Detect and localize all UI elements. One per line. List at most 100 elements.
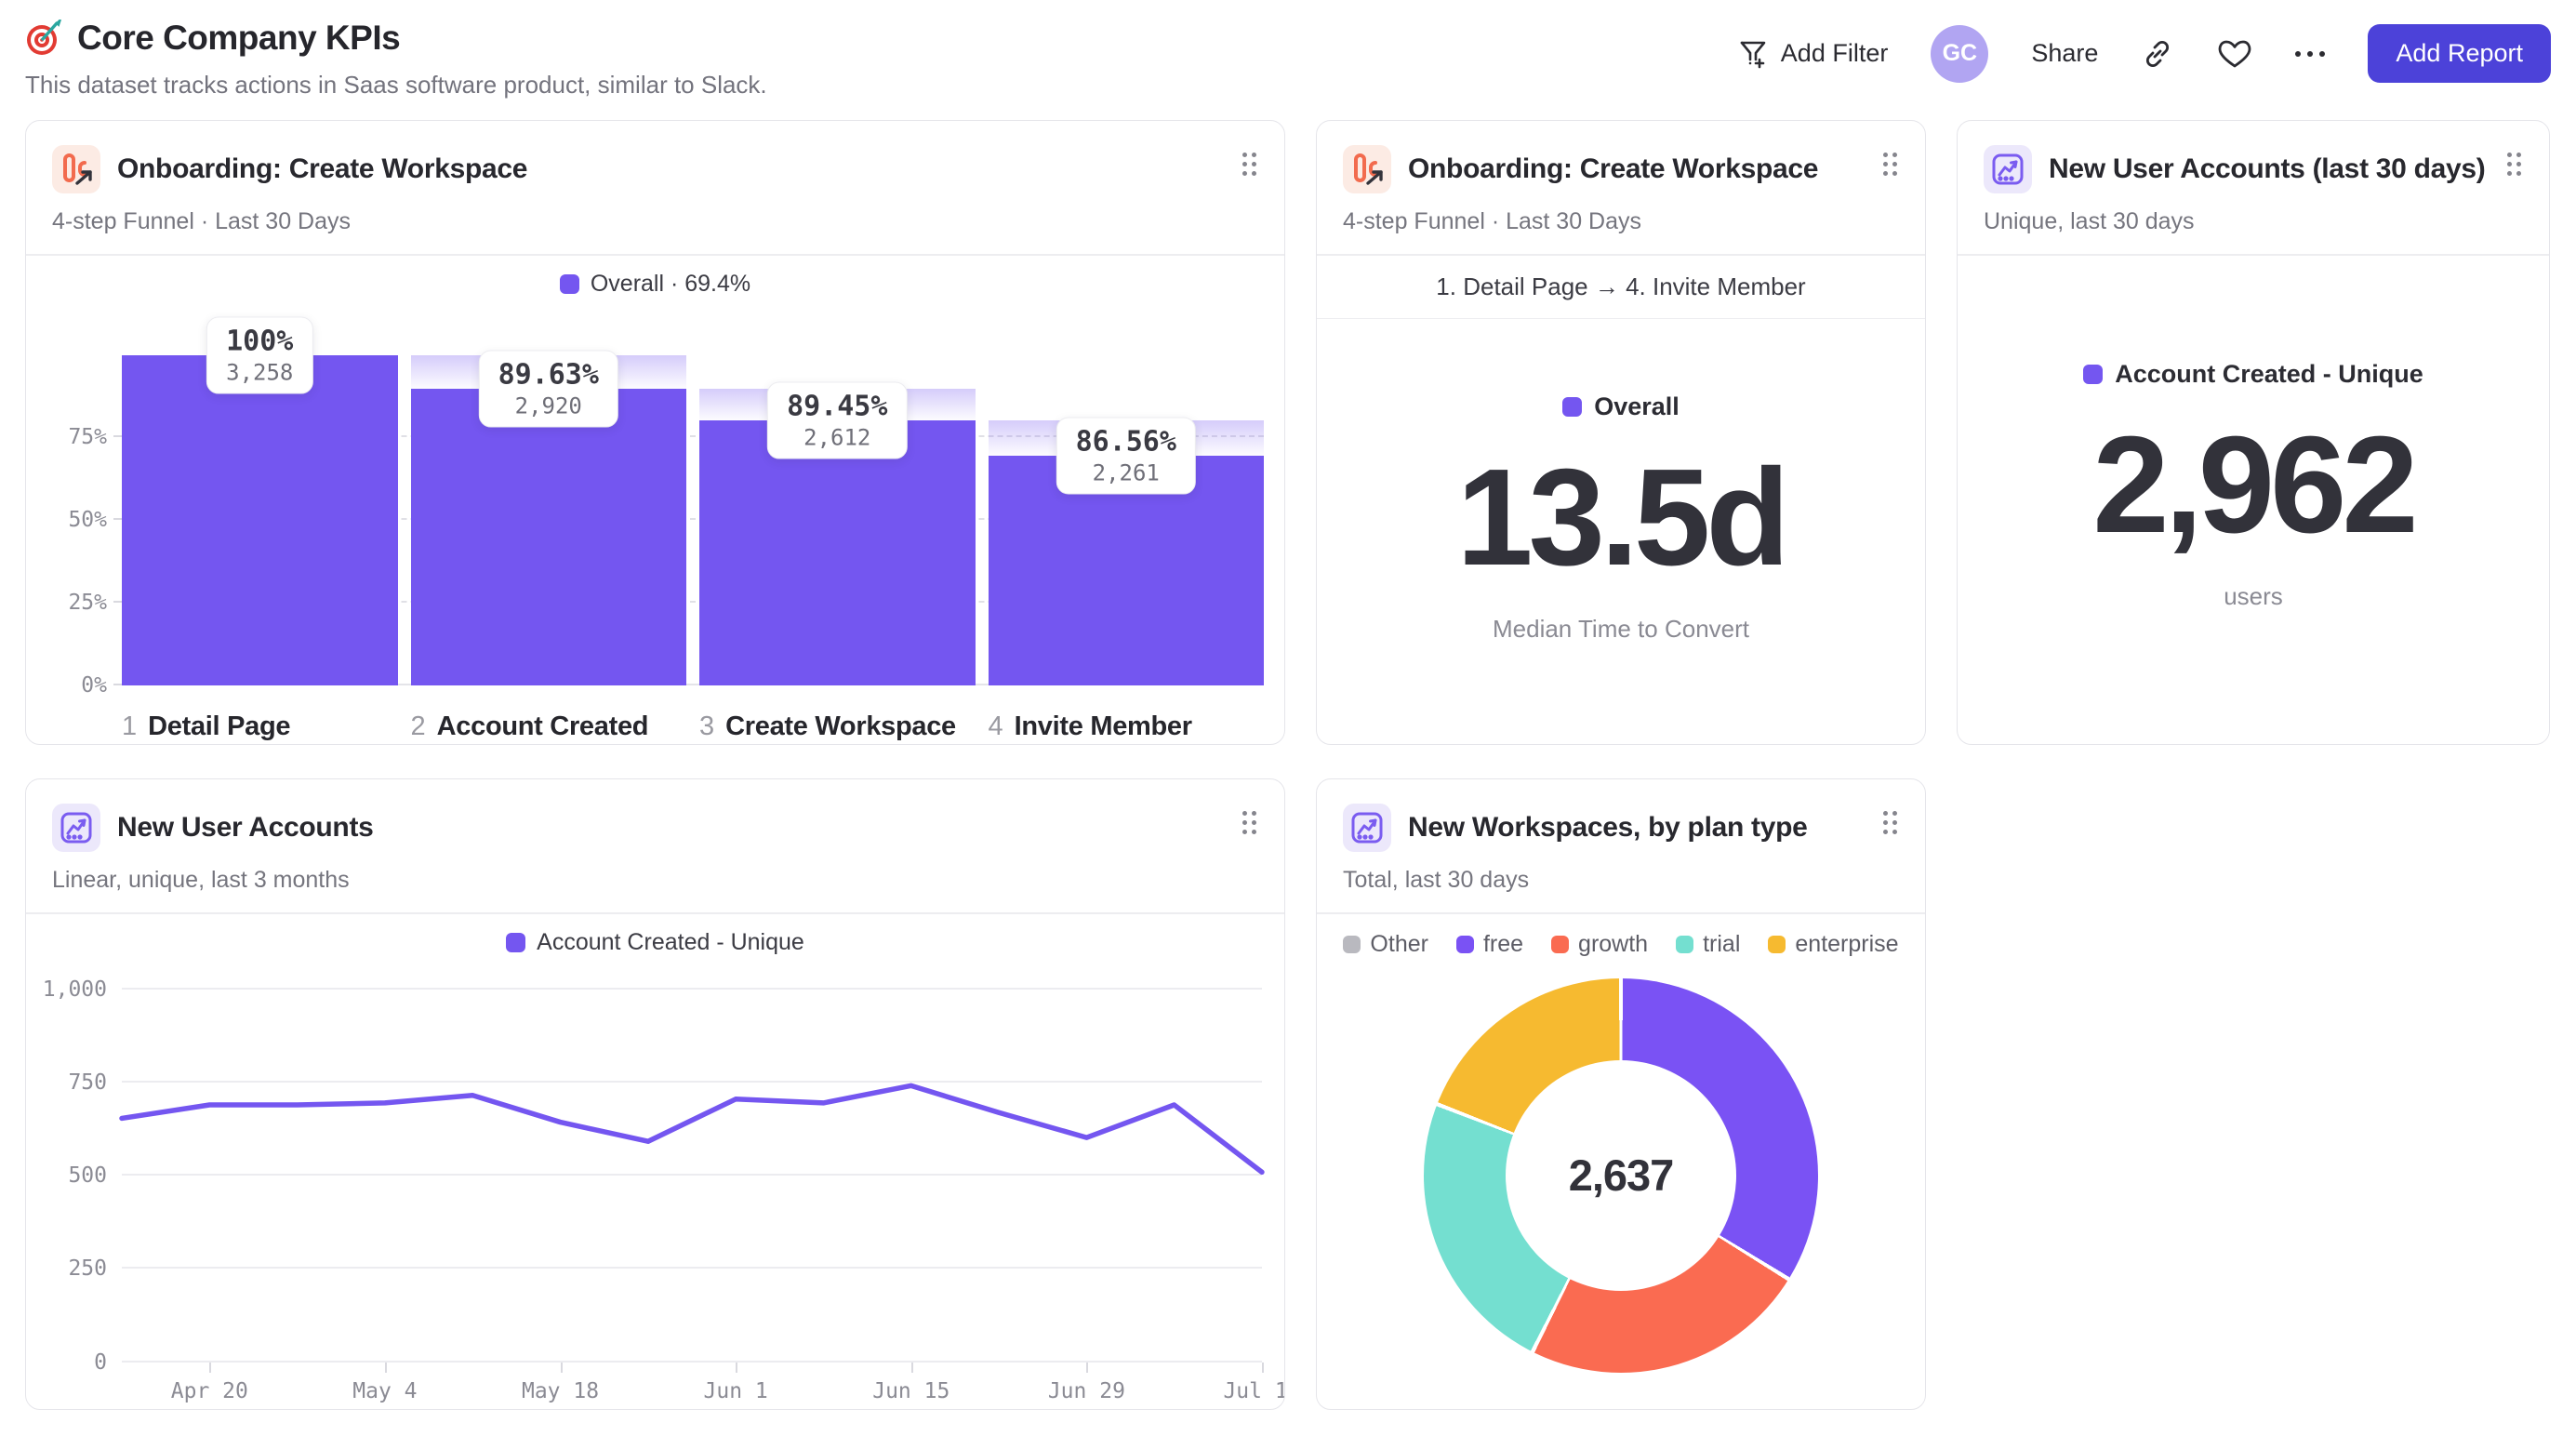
line-gridline — [122, 1080, 1262, 1083]
line-x-axis-label: Jul 13 — [1223, 1378, 1284, 1403]
donut-legend-item[interactable]: growth — [1551, 931, 1648, 958]
line-gridline — [122, 1360, 1262, 1363]
line-x-tick — [560, 1362, 563, 1373]
link-icon — [2141, 37, 2174, 71]
divider — [1317, 254, 1925, 256]
funnel-bar[interactable] — [699, 419, 976, 685]
legend-swatch — [2083, 365, 2104, 385]
funnel-bar-column[interactable]: 89.45% 2,612 — [699, 355, 976, 685]
line-chart[interactable]: 0 250 500 750 1,000 — [43, 977, 1265, 1375]
line-legend[interactable]: Account Created - Unique — [26, 914, 1284, 956]
share-label: Share — [2031, 39, 2099, 67]
funnel-value-label: 86.56% 2,261 — [1056, 417, 1196, 495]
card-title: Onboarding: Create Workspace — [1408, 153, 1819, 184]
funnel-chart[interactable]: 0% 25% 50% 75% 100% 3,258 89.63% 2,920 89.45% 2,6… — [68, 316, 1264, 698]
add-filter-label: Add Filter — [1780, 39, 1889, 67]
legend-label: Other — [1370, 930, 1428, 957]
donut-legend-item[interactable]: trial — [1676, 931, 1740, 958]
add-filter-button[interactable]: Add Filter — [1738, 38, 1889, 70]
legend-swatch — [1768, 935, 1786, 953]
legend-label: Account Created - Unique — [2115, 360, 2423, 389]
funnel-bar[interactable] — [410, 389, 686, 685]
funnel-bar-column[interactable]: 100% 3,258 — [122, 316, 398, 685]
line-gridline — [122, 1174, 1262, 1176]
funnel-step-label: 4 Invite Member — [988, 711, 1193, 741]
drag-handle-icon[interactable] — [1242, 153, 1256, 176]
card-subtitle: Linear, unique, last 3 months — [52, 867, 350, 893]
legend-label: growth — [1578, 930, 1649, 957]
line-x-tick — [910, 1362, 913, 1373]
kpi-caption: users — [2224, 582, 2283, 611]
legend-label: Overall · 69.4% — [590, 270, 751, 297]
funnel-bar-column[interactable]: 89.63% 2,920 — [410, 350, 686, 685]
donut-chart[interactable]: 2,637 — [1424, 977, 1818, 1373]
add-report-button[interactable]: Add Report — [2368, 24, 2551, 83]
funnel-value-label: 100% 3,258 — [206, 316, 313, 393]
funnel-y-axis-label: 25% — [68, 590, 107, 615]
funnel-baseline — [122, 683, 1264, 685]
funnel-legend[interactable]: Overall · 69.4% — [26, 256, 1284, 298]
kpi-legend[interactable]: Overall — [1562, 392, 1680, 421]
funnel-bar[interactable] — [122, 354, 398, 685]
header-controls: Add Filter GC Share — [1738, 19, 2551, 83]
donut-hole: 2,637 — [1506, 1059, 1736, 1291]
drag-handle-icon[interactable] — [1242, 811, 1256, 834]
legend-swatch — [559, 273, 579, 294]
funnel-step-labels: 1 Detail Page 2 Account Created 3 Create Work… — [122, 711, 1264, 742]
funnel-range-label: 1. Detail Page → 4. Invite Member — [1436, 272, 1806, 300]
card-time-to-convert: Onboarding: Create Workspace 4-step Funn… — [1316, 120, 1926, 745]
insights-report-icon — [52, 804, 100, 852]
insights-report-icon — [1984, 145, 2032, 193]
line-x-axis-label: Jun 1 — [703, 1378, 768, 1403]
drag-handle-icon[interactable] — [1883, 811, 1897, 834]
divider — [1317, 912, 1925, 914]
drag-handle-icon[interactable] — [1883, 153, 1897, 176]
kpi-caption: Median Time to Convert — [1492, 614, 1749, 643]
legend-swatch — [506, 932, 526, 952]
card-new-users-trend: New User Accounts Linear, unique, last 3… — [25, 778, 1285, 1410]
legend-label: Overall — [1594, 392, 1680, 420]
legend-swatch — [1455, 935, 1474, 953]
unique-users-value: 2,962 — [2092, 408, 2418, 563]
card-funnel: Onboarding: Create Workspace 4-step Funn… — [25, 120, 1285, 745]
target-icon — [25, 20, 62, 57]
card-workspaces-by-plan: New Workspaces, by plan type Total, last… — [1316, 778, 1926, 1410]
funnel-y-tick — [113, 683, 122, 685]
funnel-y-tick — [113, 435, 122, 438]
more-menu-button[interactable] — [2295, 50, 2326, 57]
funnel-gridline — [122, 600, 1264, 603]
favorite-button[interactable] — [2217, 37, 2252, 71]
line-y-axis-label: 1,000 — [42, 977, 107, 1002]
page-heading: Core Company KPIs This dataset tracks ac… — [25, 19, 767, 100]
line-y-axis-label: 750 — [68, 1070, 107, 1095]
legend-swatch — [1343, 935, 1361, 953]
legend-swatch — [1551, 935, 1570, 953]
page-subtitle: This dataset tracks actions in Saas soft… — [25, 71, 767, 99]
avatar[interactable]: GC — [1931, 24, 1989, 83]
card-subtitle: Unique, last 30 days — [1984, 208, 2195, 234]
heart-icon — [2217, 37, 2252, 71]
ellipsis-icon — [2295, 50, 2326, 57]
line-chart-x-axis: Apr 20 May 4 May 18 Jun 1 Jun 15 Jun 29 Jul 13 — [122, 1362, 1284, 1409]
legend-label: free — [1482, 930, 1524, 957]
top-bar: Core Company KPIs This dataset tracks ac… — [25, 13, 2551, 120]
donut-legend-item[interactable]: enterprise — [1768, 931, 1899, 958]
line-series[interactable] — [119, 990, 1265, 1374]
median-time-value: 13.5d — [1456, 440, 1789, 594]
donut-legend-item[interactable]: free — [1455, 930, 1524, 958]
copy-link-button[interactable] — [2141, 37, 2174, 71]
funnel-gridline — [122, 518, 1264, 520]
funnel-step-label: 3 Create Workspace — [699, 711, 956, 741]
donut-wrap: 2,637 — [1317, 958, 1925, 1410]
line-x-tick — [209, 1362, 212, 1373]
donut-legend-item[interactable]: Other — [1343, 931, 1428, 958]
dashboard-page: Core Company KPIs This dataset tracks ac… — [25, 13, 2551, 1410]
legend-label: Account Created - Unique — [537, 928, 804, 955]
share-button[interactable]: Share — [2031, 39, 2098, 68]
drag-handle-icon[interactable] — [2507, 153, 2521, 176]
kpi-legend[interactable]: Account Created - Unique — [2083, 360, 2423, 389]
funnel-y-axis-label: 50% — [68, 508, 107, 532]
line-x-axis-label: Apr 20 — [170, 1378, 248, 1403]
funnel-bar-column[interactable]: 86.56% 2,261 — [988, 355, 1264, 685]
funnel-y-axis-label: 0% — [81, 672, 107, 698]
